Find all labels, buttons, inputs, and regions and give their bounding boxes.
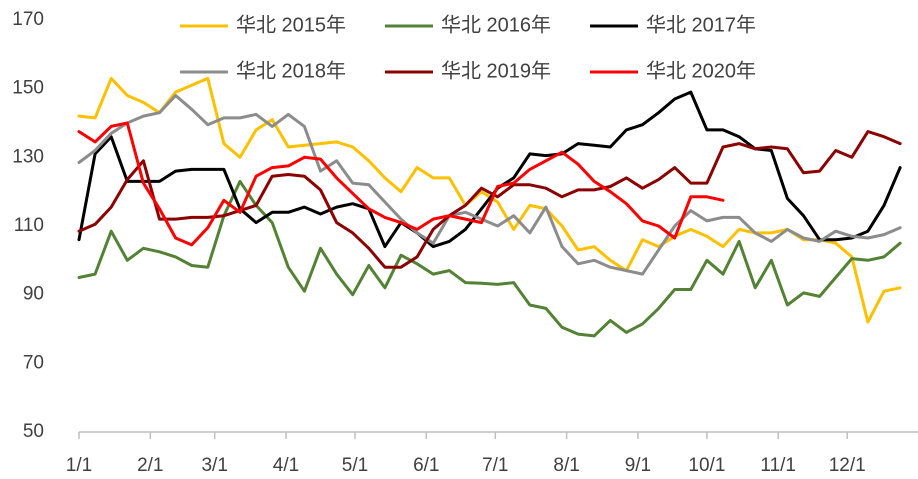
y-tick-label: 130 xyxy=(12,146,44,167)
legend-label: 华北 2016年 xyxy=(441,13,551,36)
legend-label: 华北 2020年 xyxy=(646,59,756,82)
x-tick-label: 9/1 xyxy=(625,455,651,476)
x-tick-label: 6/1 xyxy=(413,455,439,476)
y-tick-label: 170 xyxy=(12,9,44,30)
legend-label: 华北 2015年 xyxy=(236,13,346,36)
y-tick-label: 90 xyxy=(23,284,44,305)
x-tick-label: 2/1 xyxy=(137,455,163,476)
series-line xyxy=(77,179,902,338)
x-tick-label: 1/1 xyxy=(66,455,92,476)
legend-label: 华北 2017年 xyxy=(646,13,756,36)
y-tick-label: 150 xyxy=(12,78,44,99)
series-line xyxy=(77,94,902,276)
legend-label: 华北 2019年 xyxy=(441,59,551,82)
x-tick-label: 4/1 xyxy=(273,455,299,476)
x-tick-label: 3/1 xyxy=(201,455,227,476)
series-line xyxy=(77,90,902,249)
x-tick-label: 7/1 xyxy=(482,455,508,476)
y-tick-label: 110 xyxy=(14,215,44,236)
y-tick-label: 70 xyxy=(23,352,44,373)
y-tick-label: 50 xyxy=(23,421,44,442)
series-line xyxy=(77,121,725,247)
x-tick-label: 11/1 xyxy=(760,455,796,476)
x-tick-label: 5/1 xyxy=(342,455,368,476)
x-tick-label: 8/1 xyxy=(553,455,579,476)
legend-label: 华北 2018年 xyxy=(236,59,346,82)
x-tick-label: 10/1 xyxy=(688,455,725,476)
x-tick-label: 12/1 xyxy=(829,455,866,476)
